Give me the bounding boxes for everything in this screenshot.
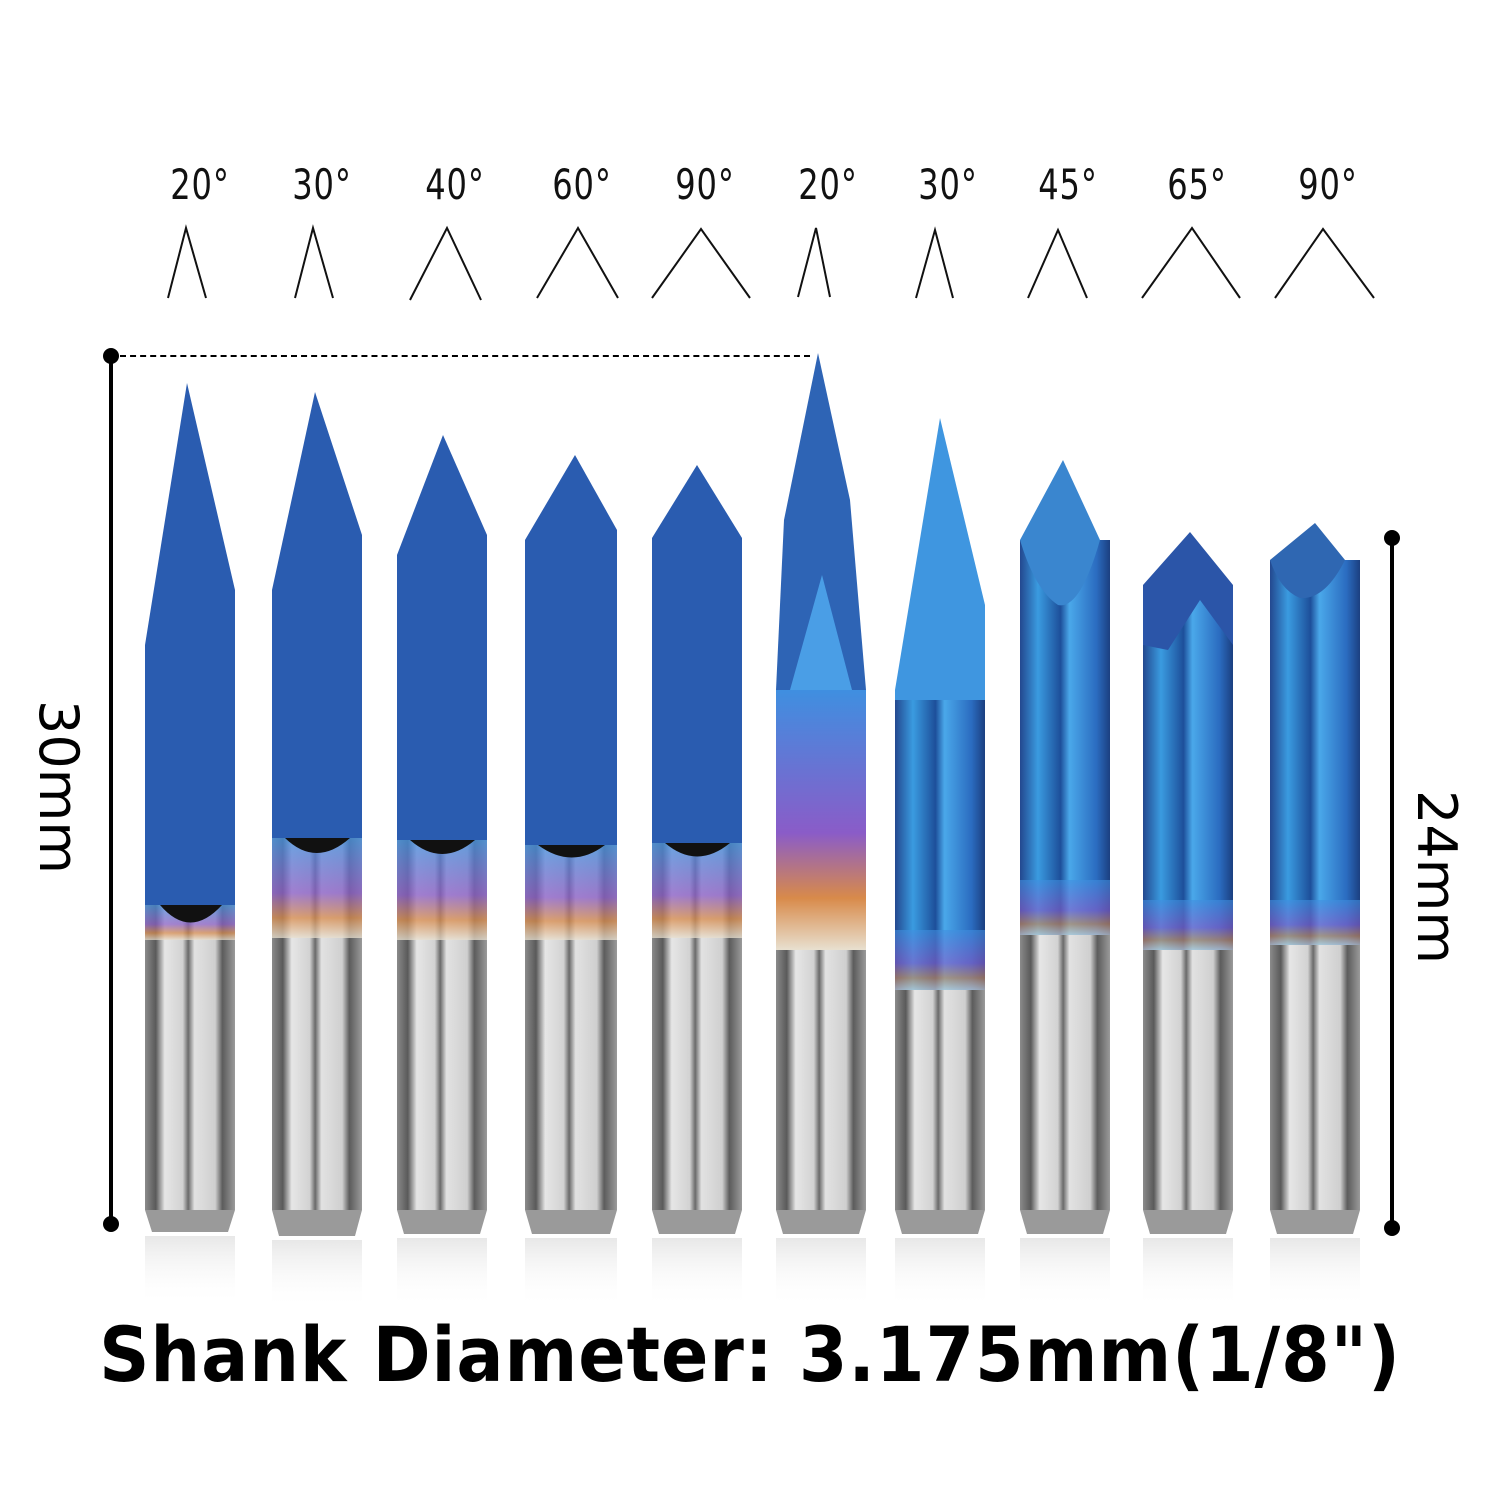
shank-diameter-caption: Shank Diameter: 3.175mm(1/8") [99,1310,1401,1399]
bit-2 [272,392,362,1310]
angle-label-10: 90° [1298,160,1358,209]
dimension-dashed-guide [120,355,810,357]
angle-label-8: 45° [1038,160,1098,209]
bit-1 [145,383,235,1306]
bit-6 [776,353,866,1308]
dimension-24mm-line [1390,538,1394,1228]
bit-5 [652,465,742,1308]
angle-label-7: 30° [918,160,978,209]
angle-label-2: 30° [292,160,352,209]
angle-label-5: 90° [675,160,735,209]
bit-7 [895,418,985,1308]
angle-label-6: 20° [798,160,858,209]
dimension-30mm-line [109,356,113,1224]
bit-10 [1270,523,1360,1308]
angle-glyph-icons [167,224,1375,301]
angle-label-1: 20° [170,160,230,209]
angle-label-9: 65° [1167,160,1227,209]
bit-9 [1143,532,1233,1308]
angle-label-3: 40° [425,160,485,209]
angle-label-4: 60° [552,160,612,209]
bit-8 [1020,460,1110,1308]
bit-4 [525,455,617,1308]
dimension-24mm-bottom-dot [1384,1220,1400,1236]
dimension-30mm-bottom-dot [103,1216,119,1232]
bit-3 [397,435,487,1308]
